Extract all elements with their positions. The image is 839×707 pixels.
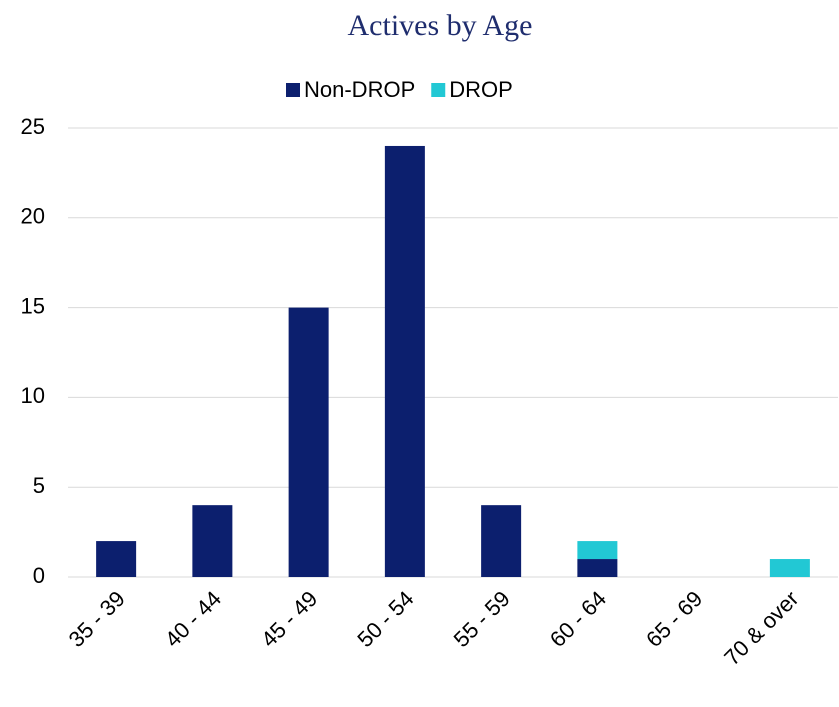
x-tick-label: 70 & over [719,586,803,670]
legend-swatch [286,83,300,97]
y-tick-label: 15 [21,293,45,318]
y-tick-label: 20 [21,204,45,229]
x-tick-label: 55 - 59 [449,586,515,652]
y-tick-label: 10 [21,383,45,408]
bar-segment [481,505,522,577]
y-tick-label: 0 [33,563,45,588]
chart-title: Actives by Age [348,9,533,42]
y-tick-label: 5 [33,473,45,498]
x-tick-label: 50 - 54 [352,586,418,652]
bar-segment [192,505,233,577]
x-tick-label: 60 - 64 [545,586,611,652]
bar-segment [577,559,618,577]
bar-segment [384,145,425,577]
legend-label: Non-DROP [304,77,415,102]
y-tick-label: 25 [21,114,45,139]
x-tick-label: 40 - 44 [160,586,226,652]
x-tick-label: 65 - 69 [641,586,707,652]
x-tick-label: 45 - 49 [256,586,322,652]
bar-segment [577,541,618,560]
x-tick-label: 35 - 39 [64,586,130,652]
bar-segment [769,559,810,577]
bar-segment [96,541,137,577]
bar-segment [288,307,329,577]
legend-label: DROP [449,77,513,102]
legend-swatch [431,83,446,97]
